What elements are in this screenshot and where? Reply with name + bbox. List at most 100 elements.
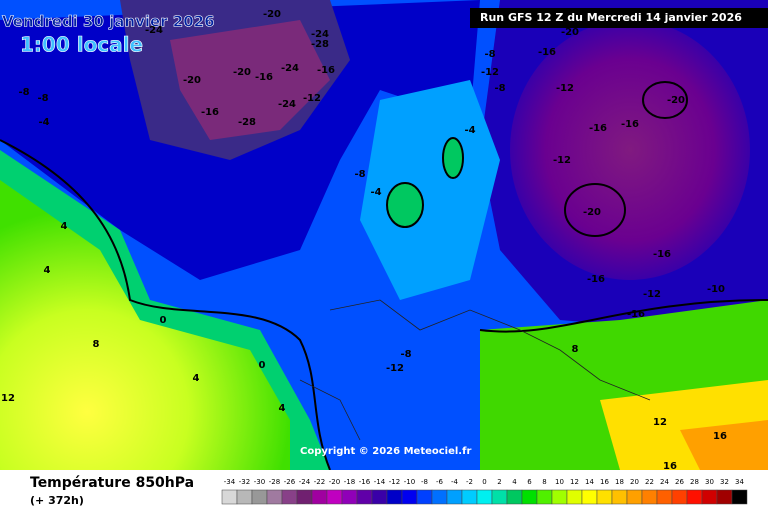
contour-label: -12 <box>386 363 404 374</box>
scale-label: -20 <box>329 478 340 486</box>
footer-title: Température 850hPa <box>30 475 194 491</box>
scale-label: 14 <box>585 478 594 486</box>
scale-swatch <box>626 489 643 505</box>
contour-label: 4 <box>44 265 51 276</box>
run-info: Run GFS 12 Z du Mercredi 14 janvier 2026 <box>480 11 742 24</box>
scale-swatch <box>461 489 478 505</box>
contour-label: -16 <box>255 72 273 83</box>
scale-swatch <box>731 489 748 505</box>
contour-label: -24 <box>311 29 329 40</box>
contour-label: -16 <box>627 309 645 320</box>
scale-swatch <box>701 489 718 505</box>
contour-label: -20 <box>183 75 201 86</box>
scale-swatch <box>506 489 523 505</box>
contour-label: -16 <box>587 274 605 285</box>
contour-label: -20 <box>561 27 579 38</box>
scale-swatch <box>446 489 463 505</box>
contour-label: -8 <box>484 49 495 60</box>
scale-swatch <box>281 489 298 505</box>
scale-label: 18 <box>615 478 624 486</box>
contour-label: 4 <box>61 221 68 232</box>
date: Vendredi 30 janvier 2026 <box>2 13 215 31</box>
scale-swatch <box>536 489 553 505</box>
scale-label: 6 <box>527 478 532 486</box>
contour-label: -20 <box>667 95 685 106</box>
isotherm <box>442 137 464 179</box>
scale-swatch <box>716 489 733 505</box>
footer-lead: (+ 372h) <box>30 494 84 507</box>
scale-swatch <box>641 489 658 505</box>
contour-label: -4 <box>370 187 381 198</box>
coastline <box>299 299 651 441</box>
contour-label: -28 <box>311 39 329 50</box>
contour-label: -16 <box>621 119 639 130</box>
warm-area <box>680 420 768 470</box>
scale-swatch <box>521 489 538 505</box>
scale-label: 16 <box>600 478 609 486</box>
contour-label: -24 <box>281 63 299 74</box>
isotherm <box>479 299 768 333</box>
scale-label: -16 <box>359 478 371 486</box>
contour-label: 16 <box>713 431 727 442</box>
contour-label: -16 <box>317 65 335 76</box>
copyright: Copyright © 2026 Meteociel.fr <box>300 446 471 457</box>
contour-label: -16 <box>201 107 219 118</box>
scale-label: -26 <box>284 478 296 486</box>
contour-label: -8 <box>354 169 365 180</box>
contour-label: 4 <box>193 373 200 384</box>
scale-swatch <box>581 489 598 505</box>
scale-swatch <box>251 489 268 505</box>
contour-label: 0 <box>160 315 167 326</box>
isotherm <box>564 183 626 237</box>
scale-swatch <box>296 489 313 505</box>
scale-label: 20 <box>630 478 639 486</box>
mild-area <box>360 80 500 300</box>
scale-label: 24 <box>660 478 669 486</box>
scale-swatch <box>431 489 448 505</box>
scale-label: -18 <box>344 478 355 486</box>
scale-label: 22 <box>645 478 654 486</box>
scale-swatch <box>686 489 703 505</box>
scale-label: -22 <box>314 478 325 486</box>
scale-label: 8 <box>542 478 546 486</box>
isotherm <box>386 182 424 228</box>
scale-swatch <box>356 489 373 505</box>
contour-label: -24 <box>278 99 296 110</box>
contour-label: -4 <box>38 117 49 128</box>
cold-core <box>170 20 330 140</box>
contour-label: -8 <box>18 87 29 98</box>
scale-swatch <box>416 489 433 505</box>
contour-label: -10 <box>707 284 725 295</box>
contour-label: -8 <box>494 83 505 94</box>
scale-label: -6 <box>436 478 444 486</box>
scale-swatch <box>386 489 403 505</box>
contour-label: 16 <box>663 461 677 472</box>
contour-label: 12 <box>1 393 15 404</box>
scale-label: -32 <box>239 478 250 486</box>
run-box <box>470 8 768 28</box>
contour-label: -12 <box>643 289 661 300</box>
contour-label: -8 <box>37 93 48 104</box>
scale-label: 2 <box>497 478 501 486</box>
scale-label: -24 <box>299 478 311 486</box>
scale-label: 4 <box>512 478 517 486</box>
scale-swatch <box>266 489 283 505</box>
contour-label: -4 <box>464 125 475 136</box>
scale-swatch <box>671 489 688 505</box>
contour-label: -20 <box>263 9 281 20</box>
scale-swatch <box>371 489 388 505</box>
contour-label: -16 <box>589 123 607 134</box>
time: 1:00 locale <box>20 33 143 57</box>
scale-label: -14 <box>374 478 386 486</box>
contour-label: -12 <box>556 83 574 94</box>
scale-label: -2 <box>466 478 473 486</box>
scale-swatch <box>476 489 493 505</box>
isotherm <box>642 81 688 119</box>
contour-label: -20 <box>233 67 251 78</box>
contour-label: 4 <box>279 403 286 414</box>
scale-swatch <box>236 489 253 505</box>
scale-label: 34 <box>735 478 744 486</box>
contour-label: -16 <box>538 47 556 58</box>
scale-label: 28 <box>690 478 699 486</box>
